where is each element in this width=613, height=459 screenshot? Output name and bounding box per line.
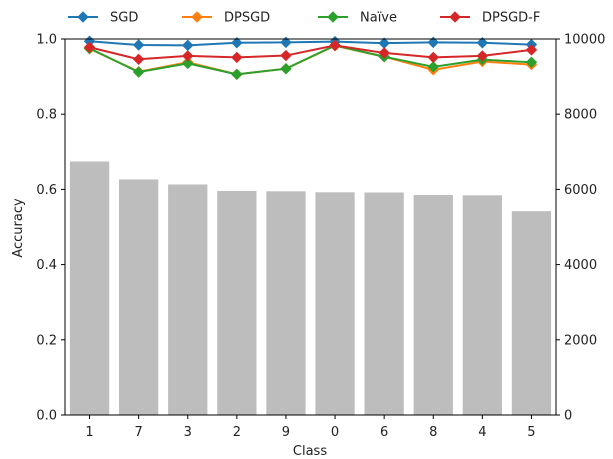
series-point bbox=[427, 36, 439, 49]
x-tick-label: 4 bbox=[478, 425, 486, 440]
series-point bbox=[378, 37, 390, 49]
series-dpsgd bbox=[83, 40, 538, 81]
series-na-ve bbox=[83, 39, 538, 81]
series-point bbox=[427, 61, 439, 73]
series-point bbox=[182, 57, 194, 70]
x-tick-label: 2 bbox=[233, 425, 241, 440]
series-point bbox=[231, 37, 243, 49]
x-tick-label: 5 bbox=[527, 425, 535, 440]
count-bar-3 bbox=[168, 184, 208, 415]
legend-label: DPSGD bbox=[224, 11, 270, 26]
y2-tick-label: 0 bbox=[564, 409, 572, 424]
series-point bbox=[280, 62, 292, 75]
y-tick-label: 0.4 bbox=[36, 258, 57, 273]
y-tick-label: 1.0 bbox=[36, 33, 57, 48]
y-tick-label: 0.0 bbox=[36, 409, 57, 424]
series-point bbox=[476, 50, 489, 62]
y-tick-label: 0.6 bbox=[36, 183, 57, 198]
legend-item-dpsgd: DPSGD bbox=[182, 11, 270, 26]
x-axis-title: Class bbox=[293, 444, 327, 459]
series-point bbox=[182, 50, 194, 62]
x-tick-label: 9 bbox=[282, 425, 290, 440]
series-point bbox=[231, 68, 243, 81]
count-bar-5 bbox=[511, 211, 552, 415]
legend-marker bbox=[327, 11, 339, 23]
count-bar-1 bbox=[69, 161, 110, 415]
lines-layer bbox=[83, 35, 538, 81]
series-point bbox=[83, 41, 96, 53]
series-sgd bbox=[83, 35, 538, 52]
legend-item-sgd: SGD bbox=[68, 11, 138, 26]
legend-marker bbox=[191, 11, 203, 23]
y2-tick-label: 4000 bbox=[564, 258, 597, 273]
legend-item-na-ve: Naïve bbox=[318, 11, 397, 26]
series-line bbox=[89, 44, 532, 76]
legend-marker bbox=[449, 11, 461, 23]
series-point bbox=[280, 36, 292, 49]
y2-tick-label: 10000 bbox=[564, 33, 605, 48]
x-tick-label: 6 bbox=[380, 425, 388, 440]
legend-label: DPSGD-F bbox=[482, 11, 540, 26]
series-point bbox=[132, 53, 145, 66]
x-tick-label: 0 bbox=[331, 425, 339, 440]
series-point bbox=[476, 37, 489, 49]
series-point bbox=[525, 56, 538, 69]
legend: SGD DPSGD Naïve DPSGD-F bbox=[68, 11, 540, 26]
legend-label: Naïve bbox=[360, 11, 397, 26]
legend-item-dpsgd-f: DPSGD-F bbox=[440, 11, 540, 26]
x-tick-label: 3 bbox=[184, 425, 192, 440]
y-tick-label: 0.8 bbox=[36, 108, 57, 123]
x-tick-label: 8 bbox=[429, 425, 437, 440]
series-line bbox=[89, 44, 532, 61]
count-bar-2 bbox=[217, 190, 257, 415]
series-point bbox=[132, 66, 145, 78]
y2-tick-label: 2000 bbox=[564, 333, 597, 348]
y2-tick-label: 8000 bbox=[564, 108, 597, 123]
series-point bbox=[378, 47, 390, 59]
legend-label: SGD bbox=[110, 11, 138, 26]
y2-tick-label: 6000 bbox=[564, 183, 597, 198]
series-point bbox=[427, 51, 439, 64]
y-axis-title: Accuracy bbox=[11, 198, 26, 258]
x-tick-label: 7 bbox=[135, 425, 143, 440]
count-bar-7 bbox=[119, 179, 159, 415]
series-dpsgd-f bbox=[83, 39, 538, 66]
bars-layer bbox=[69, 161, 552, 415]
axes-layer: 0.0 0.2 0.4 0.6 0.8 1.0 0 2000 4000 6000 8000 10000… bbox=[36, 33, 605, 441]
series-line bbox=[89, 40, 532, 47]
count-bar-6 bbox=[364, 192, 404, 415]
count-bar-8 bbox=[413, 195, 453, 415]
count-bar-4 bbox=[462, 195, 502, 415]
count-bar-0 bbox=[315, 192, 355, 415]
legend-marker bbox=[77, 11, 89, 23]
count-bar-9 bbox=[266, 191, 306, 415]
x-tick-label: 1 bbox=[85, 425, 93, 440]
series-point bbox=[182, 39, 194, 52]
series-point bbox=[329, 39, 341, 52]
y-tick-label: 0.2 bbox=[36, 333, 57, 348]
series-point bbox=[231, 51, 243, 64]
series-point bbox=[280, 49, 292, 62]
series-point bbox=[525, 44, 538, 56]
series-point bbox=[132, 39, 145, 51]
